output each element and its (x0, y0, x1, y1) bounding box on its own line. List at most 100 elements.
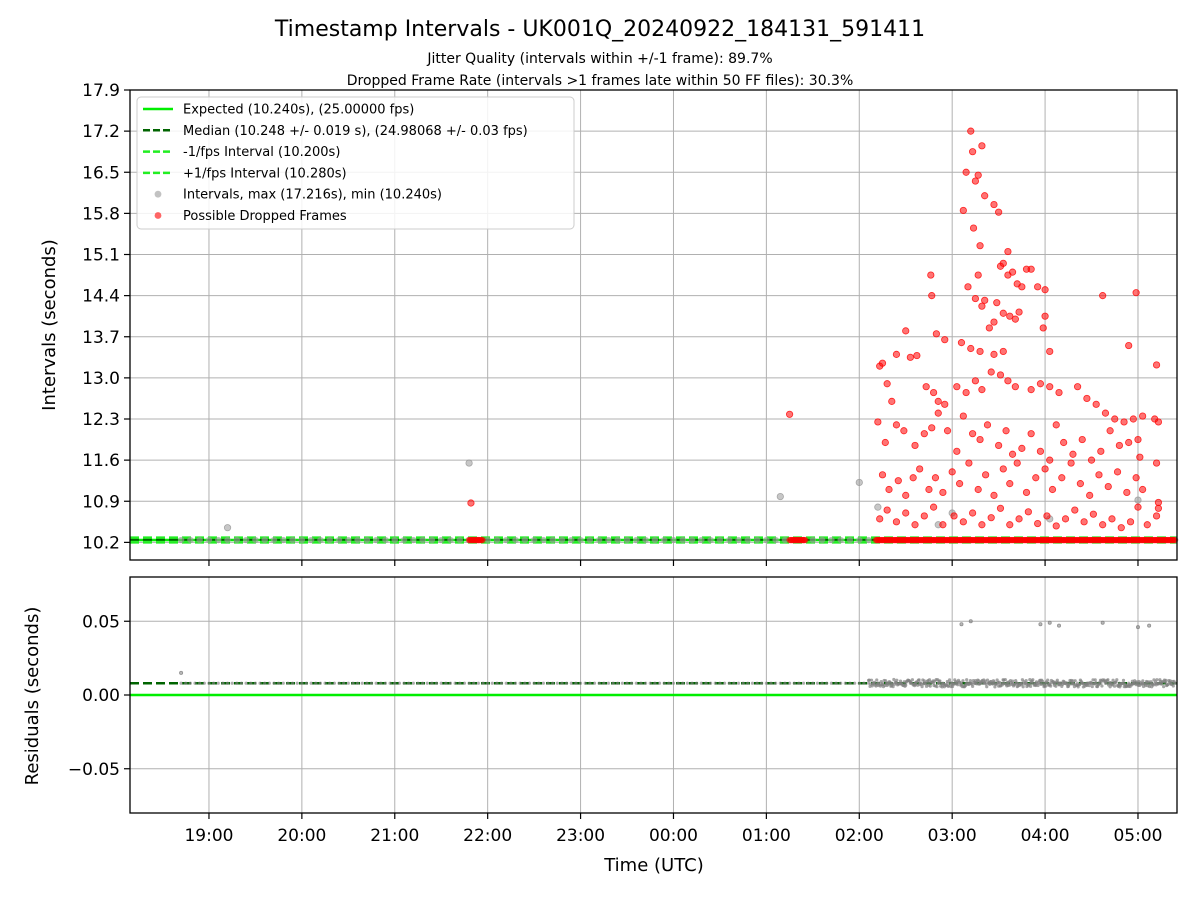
residuals-x-tick-label: 20:00 (277, 826, 326, 846)
residuals-series-0-point (267, 681, 271, 685)
residuals-x-tick-label: 05:00 (1113, 826, 1162, 846)
intervals-series-1-point (1126, 518, 1135, 526)
intervals-series-1-point (467, 499, 475, 507)
residuals-series-0-point (374, 681, 378, 685)
intervals-series-1-point (962, 388, 970, 397)
intervals-series-0-point (679, 536, 686, 544)
residuals-series-0-point (393, 681, 397, 685)
residuals-series-0-point (732, 681, 736, 685)
intervals-series-1-point (892, 350, 901, 358)
residuals-series-0-point (597, 681, 601, 685)
intervals-series-1-point (934, 409, 942, 417)
intervals-series-1-point (1083, 394, 1091, 403)
residuals-series-0-point (653, 681, 657, 685)
residuals-series-0-point (1089, 682, 1094, 686)
intervals-series-0-point (382, 536, 389, 544)
intervals-series-1-point (978, 521, 986, 529)
intervals-series-1-point (1006, 480, 1014, 488)
intervals-series-1-point (978, 386, 986, 394)
residuals-series-0-point (314, 681, 318, 685)
residuals-series-0-point (746, 681, 750, 685)
residuals-series-0-point (1173, 681, 1177, 685)
residuals-series-0-point (448, 681, 453, 685)
intervals-series-1-point (981, 296, 989, 304)
residuals-series-0-point (379, 681, 383, 685)
intervals-panel: 10.2 10.9 11.6 12.3 13.0 13.7 14.4 15.1 15.8 16.5… (39, 81, 1179, 566)
intervals-series-1-point (974, 171, 982, 179)
residuals-series-0-point (453, 681, 457, 685)
residuals-series-0-point (1043, 684, 1048, 688)
intervals-series-0-point (586, 536, 594, 544)
residuals-series-0-point (820, 681, 824, 685)
legend-swatch-dot (154, 212, 162, 219)
residuals-series-0-point (959, 622, 964, 627)
residuals-series-0-point (606, 681, 611, 685)
intervals-series-1-point (885, 485, 893, 494)
residuals-series-0-point (1045, 681, 1049, 685)
residuals-series-0-point (892, 677, 896, 682)
intervals-series-1-point (1018, 444, 1026, 452)
intervals-series-1-point (1034, 283, 1042, 291)
residuals-series-0-point (402, 681, 406, 685)
intervals-axes: 10.2 10.9 11.6 12.3 13.0 13.7 14.4 15.1 15.8 16.5… (82, 81, 1178, 566)
intervals-series-1-point (1013, 459, 1021, 467)
residuals-series-0-point (560, 681, 564, 685)
residuals-series-0-point (760, 681, 764, 685)
residuals-series-0-point (532, 681, 536, 685)
residuals-series-0-point (193, 681, 197, 685)
residuals-x-tick-label: 04:00 (1021, 826, 1070, 846)
intervals-series-1-point (1097, 447, 1105, 455)
intervals-series-1-point (987, 368, 995, 376)
intervals-y-tick-label: 10.9 (82, 492, 120, 512)
legend-entry-label: -1/fps Interval (10.200s) (183, 145, 340, 160)
residuals-series-0-point (985, 678, 990, 682)
intervals-series-1-point (978, 142, 986, 150)
residuals-series-0-point (1141, 679, 1145, 683)
intervals-series-1-point (1086, 491, 1094, 499)
residuals-series-0-point (648, 681, 652, 685)
residuals-series-0-point (467, 681, 471, 685)
residuals-series-0-point (699, 681, 703, 685)
intervals-series-1-point (1052, 522, 1060, 530)
intervals-series-0-point (642, 536, 649, 544)
residuals-series-0-point (1014, 679, 1018, 683)
residuals-series-0-point (555, 681, 559, 685)
residuals-series-0-point (486, 681, 490, 685)
residuals-series-0-point (690, 681, 694, 685)
residuals-series-0-point (985, 685, 989, 689)
intervals-series-1-point (1101, 409, 1110, 417)
intervals-series-1-point (981, 192, 989, 200)
intervals-y-tick-label: 17.9 (82, 81, 120, 101)
intervals-series-1-point (1139, 485, 1147, 494)
intervals-series-1-point (1015, 308, 1023, 316)
residuals-series-0-point (750, 681, 755, 685)
residuals-series-0-point (537, 681, 541, 685)
intervals-series-1-point (967, 127, 975, 135)
residuals-series-0-point (472, 681, 476, 685)
residuals-series-0-point (695, 681, 699, 685)
intervals-series-1-point (959, 518, 967, 526)
residuals-series-0-point (439, 681, 443, 685)
residuals-series-0-point (323, 681, 327, 685)
residuals-series-0-point (956, 683, 960, 687)
residuals-axes: 0.05 0.00 −0.05 19:00 20:00 21:00 22:00 23:00 00… (68, 576, 1178, 846)
intervals-series-1-point (1018, 283, 1026, 291)
intervals-y-tick-label: 12.3 (82, 410, 120, 430)
residuals-series-0-point (290, 681, 295, 685)
intervals-series-0-point (809, 536, 817, 544)
residuals-series-0-point (657, 681, 662, 685)
intervals-series-1-point (1120, 418, 1128, 426)
residuals-series-0-point (995, 678, 999, 682)
residuals-series-0-point (476, 681, 480, 685)
intervals-series-0-point (252, 536, 259, 544)
residuals-series-0-point (230, 681, 234, 685)
residuals-series-0-point (1031, 678, 1035, 682)
residuals-series-0-point (928, 684, 932, 688)
residuals-series-0-point (927, 678, 932, 682)
residuals-series-0-point (304, 681, 309, 685)
intervals-series-0-point (726, 536, 733, 544)
intervals-series-0-point (187, 536, 194, 544)
residuals-series-0-point (207, 681, 211, 685)
intervals-series-1-point (1006, 521, 1014, 529)
residuals-series-0-point (1073, 679, 1077, 683)
